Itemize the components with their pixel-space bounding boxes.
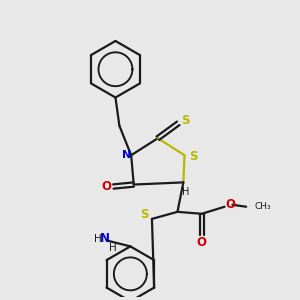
Text: N: N bbox=[100, 232, 110, 245]
Text: S: S bbox=[140, 208, 148, 221]
Text: O: O bbox=[197, 236, 207, 249]
Text: N: N bbox=[122, 150, 131, 160]
Text: S: S bbox=[189, 149, 197, 163]
Text: S: S bbox=[181, 114, 190, 127]
Text: H: H bbox=[94, 233, 102, 244]
Text: O: O bbox=[101, 180, 111, 193]
Text: O: O bbox=[226, 198, 236, 211]
Text: H: H bbox=[109, 243, 117, 253]
Text: CH₃: CH₃ bbox=[254, 202, 271, 211]
Text: H: H bbox=[182, 187, 189, 197]
